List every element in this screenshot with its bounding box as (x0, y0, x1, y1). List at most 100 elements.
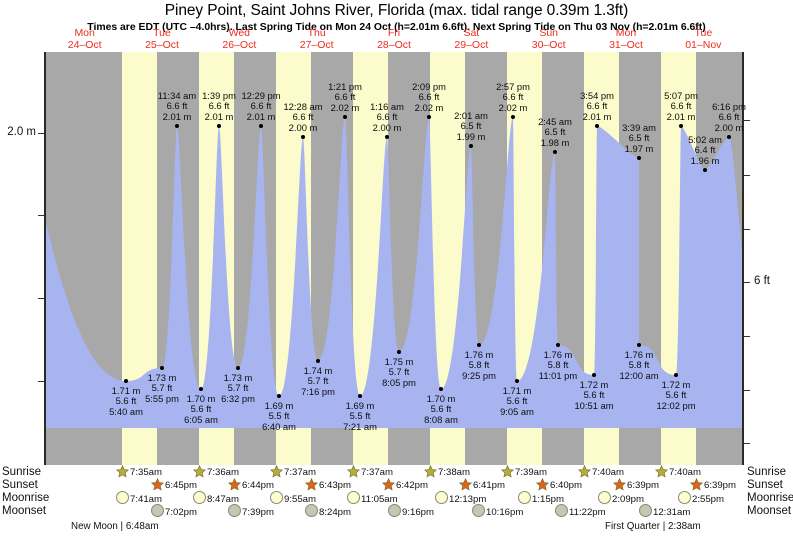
sunset-item: 6:40pm (536, 478, 582, 492)
moon-phase-note: First Quarter | 2:38am (605, 521, 701, 532)
high-tide-line: 6.6 ft (718, 111, 740, 123)
sunset-time: 6:39pm (704, 480, 736, 491)
sunrise-time: 7:38am (438, 467, 470, 478)
moonrise-time: 7:41am (130, 494, 162, 505)
high-tide-line: 6.5 ft (460, 120, 482, 132)
low-tide-line: 1.76 m (624, 349, 654, 360)
low-tide-line: 7:16 pm (301, 385, 335, 397)
day-header-dow: Thu (307, 27, 326, 39)
day-header: Mon 24–Oct (46, 27, 123, 51)
left-axis-tick (38, 215, 44, 216)
high-tide-line: 2.02 m (498, 101, 528, 113)
right-axis-tick (744, 336, 750, 337)
low-tide-dot (358, 394, 362, 398)
sunrise-star-icon (347, 465, 360, 478)
sunset-star-icon (382, 478, 395, 491)
high-tide-line: 12:29 pm (241, 90, 281, 102)
moonrise-disc-icon (193, 491, 206, 504)
moonrise-disc-icon (598, 491, 611, 504)
moonrise-disc-icon (270, 491, 283, 504)
right-axis-tick (744, 443, 750, 444)
sunset-time: 6:39pm (627, 480, 659, 491)
right-axis-tick (744, 120, 750, 121)
high-tide-label: 2:45 am 6.5 ft 1.98 m (520, 116, 590, 148)
high-tide-dot (469, 144, 473, 148)
day-header: Tue 25–Oct (123, 27, 200, 51)
high-tide-line: 2.01 m (582, 110, 612, 122)
high-tide-dot (727, 135, 731, 139)
low-tide-line: 5.7 ft (227, 382, 249, 394)
sunset-item: 6:39pm (690, 478, 736, 492)
sunset-item: 6:39pm (613, 478, 659, 492)
high-tide-dot (217, 124, 221, 128)
sunrise-star-icon (578, 465, 591, 478)
moonset-disc-icon (472, 504, 485, 517)
high-tide-label: 1:39 pm 6.6 ft 2.01 m (184, 90, 254, 122)
moonrise-item: 8:47am (193, 491, 239, 506)
right-axis-line (742, 52, 744, 465)
high-tide-dot (595, 124, 599, 128)
sunset-star-icon (151, 478, 164, 491)
high-tide-label: 5:07 pm 6.6 ft 2.01 m (646, 90, 716, 122)
low-tide-label: 1.76 m 5.8 ft 11:01 pm (523, 349, 593, 381)
low-tide-line: 1.75 m (384, 356, 414, 367)
moonrise-disc-icon (116, 491, 129, 504)
moonset-item: 8:24pm (305, 504, 351, 519)
astro-row-label-right: Moonrise (747, 492, 793, 504)
low-tide-label: 1.69 m 5.5 ft 6:40 am (244, 400, 314, 432)
day-header-dow: Tue (153, 27, 171, 39)
moonrise-item: 11:05am (347, 491, 398, 506)
low-tide-label: 1.71 m 5.6 ft 9:05 am (482, 385, 552, 417)
tide-curve (46, 117, 742, 428)
right-axis-label: 6 ft (754, 275, 770, 287)
low-tide-line: 7:21 am (343, 420, 377, 432)
high-tide-line: 6:16 pm (712, 101, 746, 113)
low-tide-label: 1.72 m 5.6 ft 10:51 am (559, 379, 629, 411)
high-tide-line: 6.6 ft (208, 100, 230, 112)
low-tide-label: 1.70 m 5.6 ft 6:05 am (166, 393, 236, 425)
day-header: Sat 29–Oct (433, 27, 510, 51)
high-tide-line: 6.6 ft (376, 111, 398, 123)
low-tide-dot (439, 387, 443, 391)
low-tide-line: 6:40 am (262, 420, 296, 432)
low-tide-dot (124, 379, 128, 383)
high-tide-line: 6.6 ft (418, 91, 440, 103)
high-tide-line: 5:02 am (688, 134, 722, 146)
day-header-dow: Wed (228, 27, 251, 39)
high-tide-line: 2.01 m (246, 110, 276, 122)
moonset-time: 7:39pm (242, 507, 274, 518)
high-tide-label: 6:16 pm 6.6 ft 2.00 m (694, 101, 764, 133)
moonrise-time: 12:13pm (449, 494, 487, 505)
high-tide-line: 2.00 m (288, 121, 318, 133)
day-header-date: 26–Oct (222, 38, 257, 51)
low-tide-line: 5.6 ft (583, 389, 605, 401)
sunset-time: 6:43pm (319, 480, 351, 491)
high-tide-line: 1:16 am (370, 101, 404, 113)
high-tide-label: 2:09 pm 6.6 ft 2.02 m (394, 81, 464, 113)
day-header-date: 01–Nov (685, 38, 722, 51)
astro-row-label-left: Moonrise (2, 492, 50, 504)
moonset-disc-icon (305, 504, 318, 517)
high-tide-line: 2:45 am (538, 116, 572, 128)
day-header: Wed 26–Oct (201, 27, 278, 51)
high-tide-label: 2:57 pm 6.6 ft 2.02 m (478, 81, 548, 113)
sunset-time: 6:41pm (473, 480, 505, 491)
sunrise-time: 7:40am (669, 467, 701, 478)
sunrise-item: 7:38am (424, 465, 470, 479)
low-tide-line: 5.6 ft (190, 403, 212, 415)
day-header: Fri 28–Oct (355, 27, 432, 51)
left-axis-line (44, 52, 46, 465)
sunrise-item: 7:35am (116, 465, 162, 479)
sunset-time: 6:45pm (165, 480, 197, 491)
sunrise-star-icon (193, 465, 206, 478)
high-tide-line: 3:54 pm (580, 90, 614, 102)
high-tide-line: 2.00 m (714, 121, 744, 133)
high-tide-dot (637, 156, 641, 160)
high-tide-dot (385, 135, 389, 139)
sunset-star-icon (536, 478, 549, 491)
sunrise-star-icon (424, 465, 437, 478)
moonrise-item: 12:13pm (435, 491, 486, 506)
high-tide-line: 2:09 pm (412, 81, 446, 93)
low-tide-line: 5.7 ft (151, 382, 173, 394)
